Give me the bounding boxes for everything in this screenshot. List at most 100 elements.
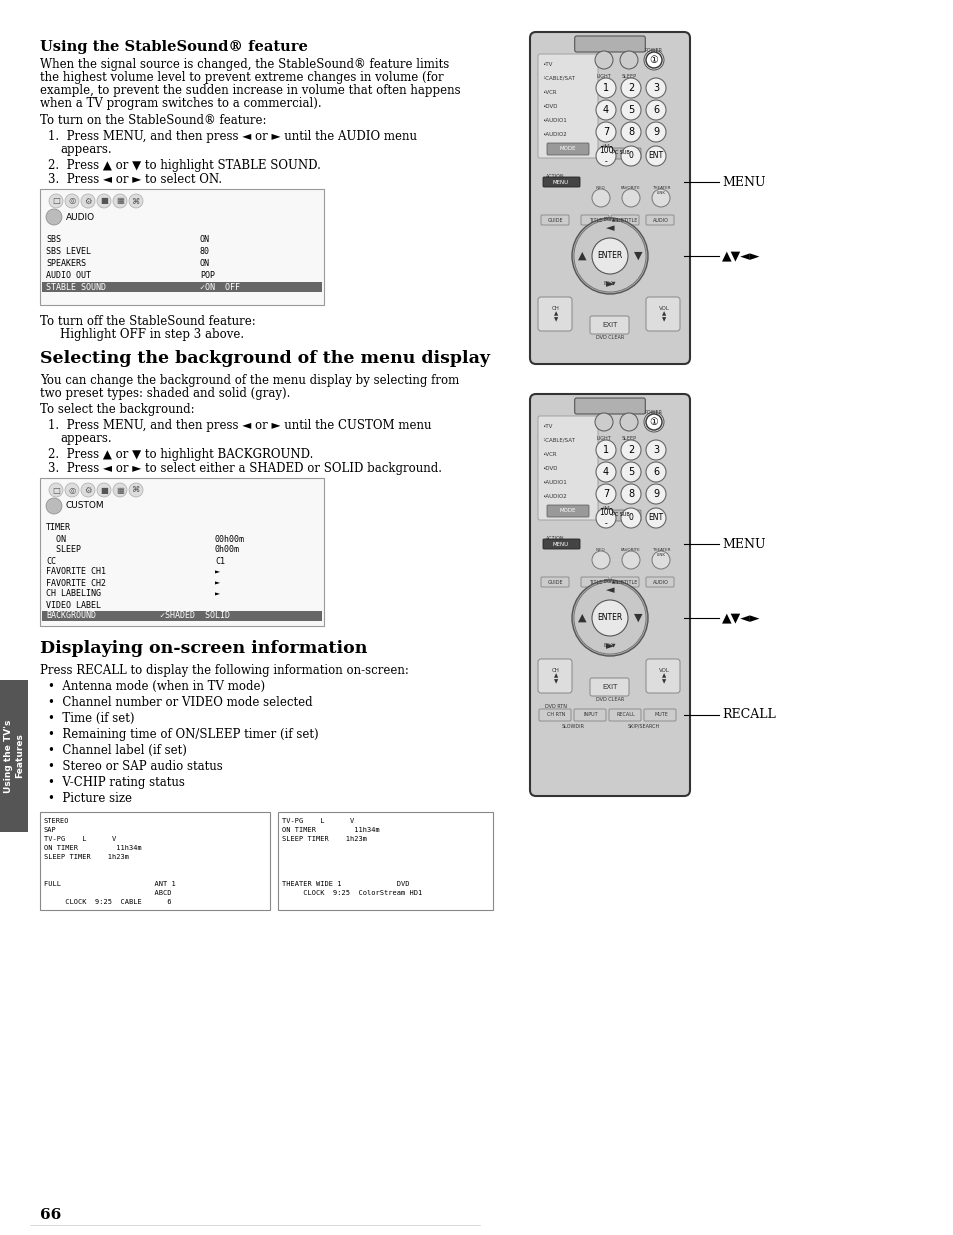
Text: •DVD: •DVD [541, 104, 557, 109]
Text: 6: 6 [652, 105, 659, 115]
Text: 7: 7 [602, 127, 608, 137]
Circle shape [592, 551, 609, 569]
Text: +11: +11 [600, 506, 611, 511]
Text: TITLE: TITLE [589, 217, 602, 222]
Text: •  V-CHIP rating status: • V-CHIP rating status [48, 776, 185, 789]
FancyBboxPatch shape [610, 215, 639, 225]
Circle shape [112, 194, 127, 207]
FancyBboxPatch shape [537, 659, 572, 693]
Circle shape [97, 194, 111, 207]
Text: Selecting the background of the menu display: Selecting the background of the menu dis… [40, 350, 490, 367]
Text: TV-PG    L      V: TV-PG L V [44, 836, 116, 842]
Text: •VCR: •VCR [541, 90, 556, 95]
Text: ⚙: ⚙ [84, 196, 91, 205]
Text: C1: C1 [214, 557, 225, 566]
Text: 5: 5 [627, 467, 634, 477]
Text: ⌘: ⌘ [132, 196, 140, 205]
Text: To select the background:: To select the background: [40, 403, 194, 416]
Circle shape [46, 498, 62, 514]
Text: SBS: SBS [46, 235, 61, 243]
Circle shape [620, 122, 640, 142]
Text: POP: POP [200, 270, 214, 279]
Text: 4: 4 [602, 467, 608, 477]
Text: MUTE: MUTE [654, 713, 667, 718]
Text: CH
▲
▼: CH ▲ ▼ [552, 306, 559, 322]
Circle shape [129, 194, 143, 207]
Circle shape [112, 483, 127, 496]
Text: 7: 7 [602, 489, 608, 499]
Text: ENTER: ENTER [597, 614, 622, 622]
Text: DVD RTN: DVD RTN [544, 704, 566, 709]
Text: ▲▼◄►: ▲▼◄► [721, 611, 760, 625]
FancyBboxPatch shape [645, 215, 673, 225]
Text: VIDEO LABEL: VIDEO LABEL [46, 600, 101, 610]
FancyBboxPatch shape [546, 505, 588, 517]
Text: ENT: ENT [648, 514, 663, 522]
Text: CLOCK  9:25  CABLE      6: CLOCK 9:25 CABLE 6 [44, 899, 172, 905]
Text: 100
-: 100 - [598, 146, 613, 165]
Text: FAVORITE CH2: FAVORITE CH2 [46, 578, 106, 588]
Circle shape [81, 483, 95, 496]
FancyBboxPatch shape [600, 148, 640, 159]
Text: ▲: ▲ [578, 613, 586, 622]
Text: You can change the background of the menu display by selecting from: You can change the background of the men… [40, 374, 458, 387]
Text: ✓SHADED  SOLID: ✓SHADED SOLID [160, 611, 230, 620]
FancyBboxPatch shape [589, 316, 628, 333]
Circle shape [46, 209, 62, 225]
FancyBboxPatch shape [574, 398, 644, 414]
Text: FULL                      ANT 1: FULL ANT 1 [44, 881, 175, 887]
Text: 8: 8 [627, 127, 634, 137]
Text: the highest volume level to prevent extreme changes in volume (for: the highest volume level to prevent extr… [40, 70, 443, 84]
Circle shape [645, 146, 665, 165]
Text: CLOCK  9:25  ColorStream HD1: CLOCK 9:25 ColorStream HD1 [282, 890, 422, 897]
Text: CH
▲
▼: CH ▲ ▼ [552, 668, 559, 684]
Circle shape [645, 484, 665, 504]
Text: ◎: ◎ [69, 485, 75, 494]
Text: ■: ■ [100, 485, 108, 494]
Text: ON: ON [200, 235, 210, 243]
Text: 3.  Press ◄ or ► to select either a SHADED or SOLID background.: 3. Press ◄ or ► to select either a SHADE… [48, 462, 441, 475]
Circle shape [572, 219, 647, 294]
Text: FAV▼: FAV▼ [603, 280, 616, 285]
Text: 2.  Press ▲ or ▼ to highlight BACKGROUND.: 2. Press ▲ or ▼ to highlight BACKGROUND. [48, 448, 313, 461]
Text: THEATER
LINK: THEATER LINK [651, 186, 670, 195]
Circle shape [596, 78, 616, 98]
Text: INFO: INFO [596, 548, 605, 552]
FancyBboxPatch shape [537, 296, 572, 331]
Circle shape [596, 100, 616, 120]
Text: 2: 2 [627, 445, 634, 454]
FancyBboxPatch shape [537, 416, 598, 520]
Text: ✓ON  OFF: ✓ON OFF [200, 283, 240, 291]
FancyBboxPatch shape [537, 54, 598, 158]
Circle shape [645, 52, 661, 68]
Text: 0: 0 [628, 152, 633, 161]
Text: FAVORITE: FAVORITE [620, 548, 640, 552]
Text: ►: ► [214, 568, 220, 577]
Circle shape [621, 551, 639, 569]
FancyBboxPatch shape [546, 143, 588, 156]
Text: •VCR: •VCR [541, 452, 556, 457]
Circle shape [65, 483, 79, 496]
Text: LIGHT: LIGHT [596, 74, 611, 79]
Text: •AUDIO1: •AUDIO1 [541, 480, 566, 485]
FancyBboxPatch shape [600, 510, 640, 521]
Text: INPUT: INPUT [583, 713, 598, 718]
Text: ▦: ▦ [116, 196, 124, 205]
Text: •  Channel label (if set): • Channel label (if set) [48, 743, 187, 757]
Bar [40, 478, 324, 626]
Text: ENTER: ENTER [597, 252, 622, 261]
Text: ►: ► [214, 589, 220, 599]
Text: POWER: POWER [644, 48, 662, 53]
Text: SBS LEVEL: SBS LEVEL [46, 247, 91, 256]
Text: MENU: MENU [721, 537, 764, 551]
Text: EXIT: EXIT [601, 322, 617, 329]
Text: ▲: ▲ [578, 251, 586, 261]
Text: SUBTITLE: SUBTITLE [614, 579, 637, 584]
FancyBboxPatch shape [645, 659, 679, 693]
FancyBboxPatch shape [574, 709, 605, 721]
FancyBboxPatch shape [542, 177, 579, 186]
Bar [42, 282, 322, 291]
Circle shape [645, 462, 665, 482]
Circle shape [81, 194, 95, 207]
Text: ▲▼◄►: ▲▼◄► [721, 249, 760, 263]
